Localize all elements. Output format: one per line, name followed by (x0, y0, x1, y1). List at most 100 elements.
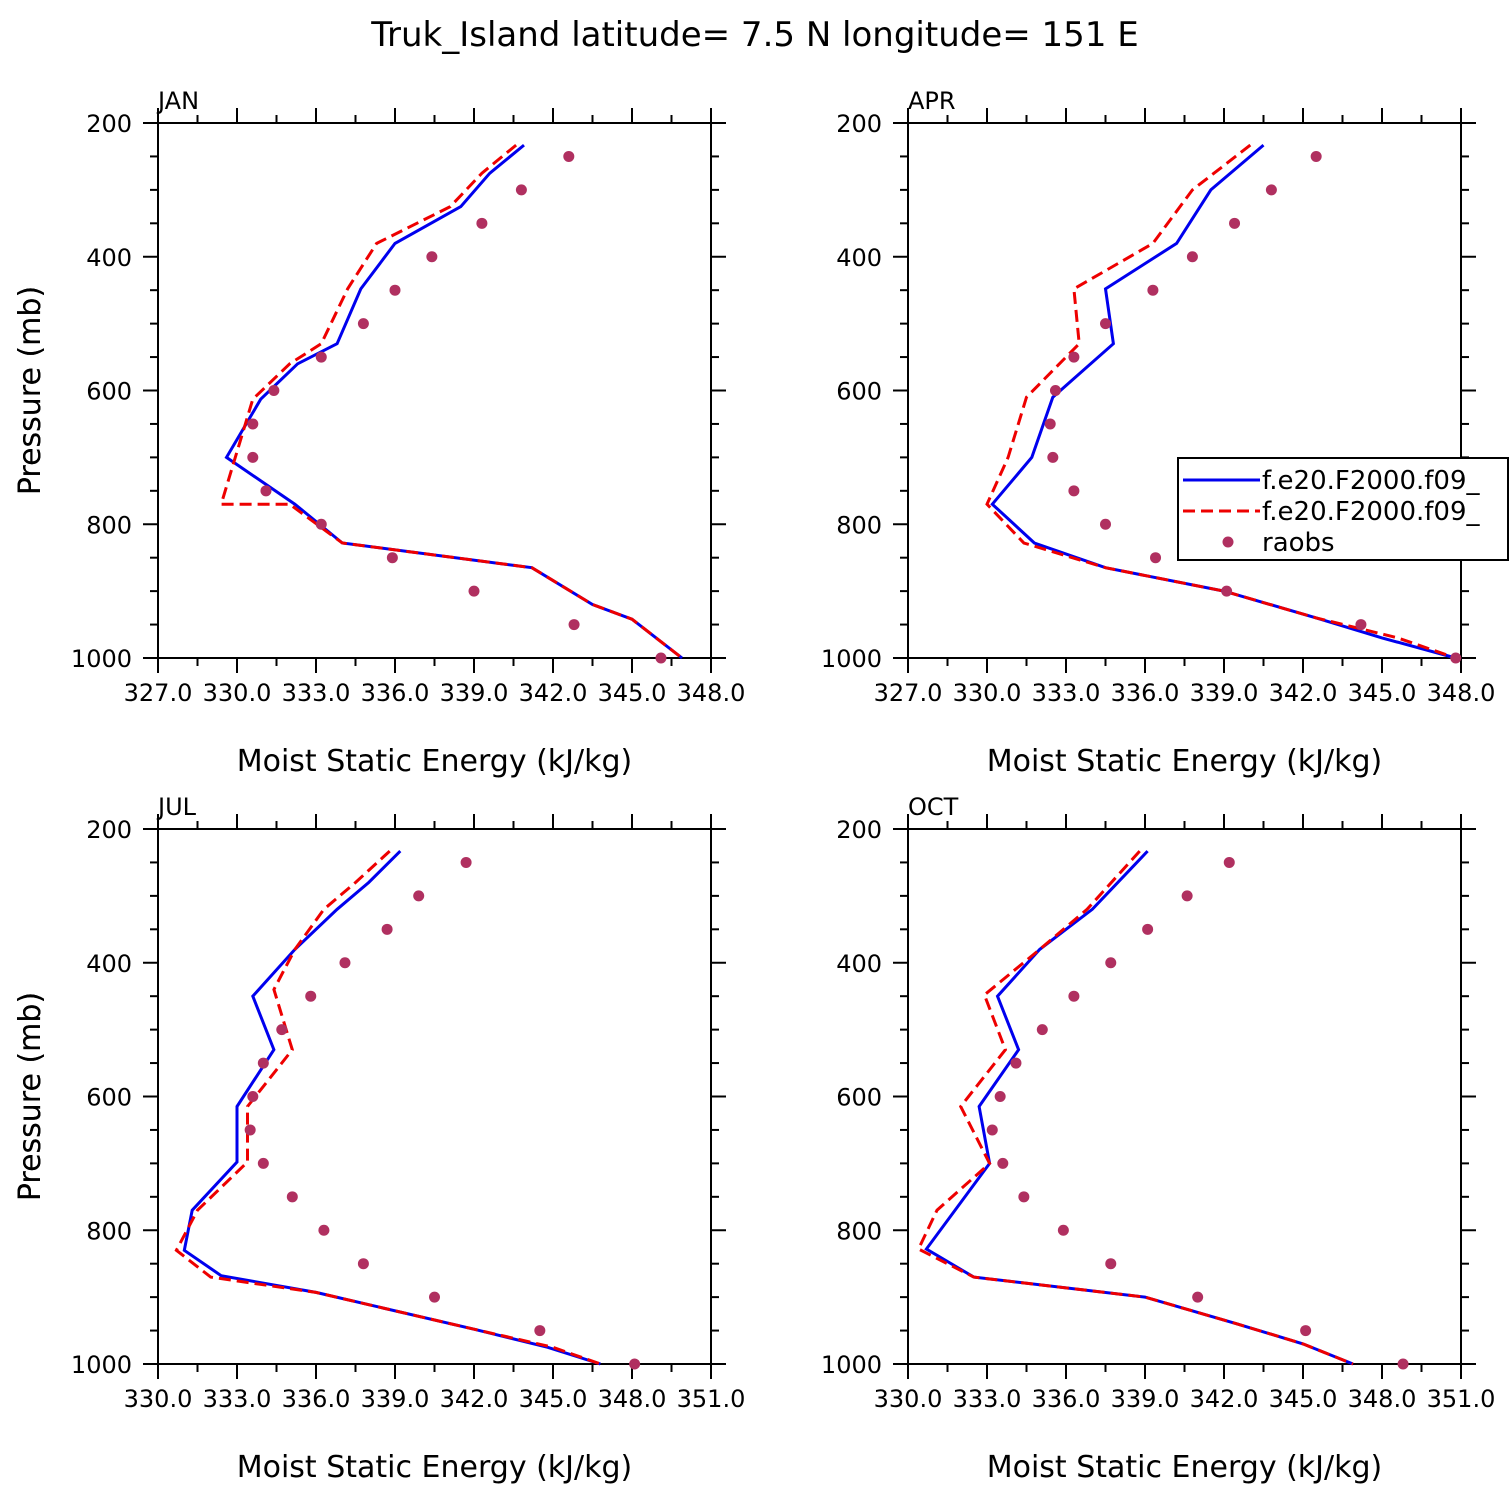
raobs-point (1047, 451, 1059, 463)
panel-jan: JAN 327.0 330.0 333.0 336.0 339.0 342.0 345.0 34… (13, 87, 745, 779)
y-axis-label: Pressure (mb) (13, 286, 48, 495)
raobs-point (1068, 990, 1080, 1002)
raobs-point (1229, 217, 1241, 229)
raobs-point (381, 923, 393, 935)
x-tick-label: 342.0 (1269, 679, 1338, 707)
legend-marker-dot (1222, 536, 1234, 548)
x-tick-label: 330.0 (874, 1385, 943, 1413)
y-tick-label: 400 (86, 244, 132, 272)
y-axis-label: Pressure (mb) (13, 992, 48, 1201)
plot-frame (907, 828, 1462, 1365)
x-tick-label: 336.0 (282, 1385, 351, 1413)
raobs-point (1147, 284, 1159, 296)
raobs-point (389, 284, 401, 296)
y-tick-label: 400 (836, 950, 882, 978)
series-line-solid (990, 143, 1457, 660)
panel-title: JAN (156, 87, 199, 115)
y-tick-label: 1000 (821, 1351, 882, 1379)
raobs-point (315, 518, 327, 530)
series-line-dashed (219, 143, 683, 660)
series-line-dashed (916, 850, 1354, 1366)
raobs-point (1036, 1024, 1048, 1036)
raobs-point (568, 619, 580, 631)
raobs-point (1221, 585, 1233, 597)
raobs-point (1105, 957, 1117, 969)
raobs-point (1100, 518, 1111, 530)
legend-label: f.e20.F2000.f09_ (1262, 466, 1480, 496)
x-tick-label: 351.0 (677, 1385, 746, 1413)
y-tick-label: 800 (86, 1217, 132, 1245)
x-axis-label: Moist Static Energy (kJ/kg) (987, 1450, 1383, 1485)
x-tick-label: 333.0 (1032, 679, 1101, 707)
series-line-solid (224, 143, 683, 660)
raobs-point (257, 1057, 269, 1069)
panel-oct: OCT 330.0 333.0 336.0 339.0 342.0 345.0 348.0 35… (13, 793, 1495, 1485)
raobs-point (286, 1191, 298, 1203)
x-tick-label: 330.0 (124, 1385, 193, 1413)
raobs-point (357, 1258, 369, 1270)
y-tick-label: 1000 (71, 1351, 132, 1379)
raobs-point (1068, 351, 1080, 363)
x-tick-label: 327.0 (874, 679, 943, 707)
x-tick-label: 327.0 (124, 679, 193, 707)
raobs-point (515, 184, 527, 196)
raobs-point (460, 856, 472, 868)
x-tick-label: 339.0 (1190, 679, 1259, 707)
raobs-point (1044, 418, 1056, 430)
y-tick-label: 800 (836, 1217, 882, 1245)
raobs-point (476, 217, 488, 229)
x-tick-label: 348.0 (1427, 679, 1496, 707)
panel-title: OCT (908, 793, 959, 821)
raobs-point (1265, 184, 1277, 196)
x-tick-label: 348.0 (598, 1385, 667, 1413)
y-axis-label: Pressure (mb) (13, 992, 48, 1201)
x-tick-label: 342.0 (1190, 1385, 1259, 1413)
x-tick-label: 345.0 (598, 679, 667, 707)
raobs-point (247, 451, 259, 463)
raobs-point (1010, 1057, 1022, 1069)
raobs-point (276, 1024, 288, 1036)
x-tick-label: 348.0 (677, 679, 746, 707)
panel-title: JUL (156, 793, 197, 821)
raobs-point (413, 890, 425, 902)
x-tick-label: 339.0 (1111, 1385, 1180, 1413)
raobs-point (468, 585, 480, 597)
y-tick-label: 600 (86, 378, 132, 406)
x-tick-label: 351.0 (1427, 1385, 1496, 1413)
y-tick-label: 600 (836, 378, 882, 406)
y-axis-label: Pressure (mb) (13, 286, 48, 495)
series-line-dashed (174, 849, 601, 1366)
raobs-point (1223, 856, 1235, 868)
y-tick-label: 600 (86, 1084, 132, 1112)
raobs-point (1355, 619, 1367, 631)
raobs-point (268, 385, 280, 396)
plot-frame (907, 122, 1462, 659)
plot-frame (157, 828, 712, 1365)
x-tick-label: 330.0 (203, 679, 272, 707)
raobs-point (247, 1091, 259, 1102)
legend-label: raobs (1262, 528, 1335, 558)
raobs-point (1068, 485, 1080, 497)
raobs-point (1310, 150, 1322, 162)
raobs-point (305, 990, 317, 1002)
x-axis-label: Moist Static Energy (kJ/kg) (237, 744, 633, 779)
x-axis-label: Moist Static Energy (kJ/kg) (237, 1450, 633, 1485)
panel-apr: APR 327.0 330.0 333.0 336.0 339.0 342.0 345.0 34… (13, 87, 1495, 779)
raobs-point (1100, 318, 1111, 330)
y-tick-label: 800 (86, 511, 132, 539)
legend-label: f.e20.F2000.f09_ (1262, 497, 1480, 527)
figure-title: Truk_Island latitude= 7.5 N longitude= 1… (370, 15, 1139, 55)
raobs-point (1192, 1291, 1204, 1303)
raobs-point (1057, 1224, 1069, 1236)
raobs-point (994, 1091, 1006, 1102)
raobs-point (318, 1224, 330, 1236)
raobs-point (997, 1157, 1009, 1169)
x-tick-label: 333.0 (953, 1385, 1022, 1413)
series-line-dashed (985, 143, 1457, 660)
x-tick-label: 333.0 (282, 679, 351, 707)
x-tick-label: 348.0 (1348, 1385, 1417, 1413)
x-tick-label: 336.0 (1032, 1385, 1101, 1413)
raobs-point (563, 150, 575, 162)
raobs-point (1300, 1325, 1312, 1337)
